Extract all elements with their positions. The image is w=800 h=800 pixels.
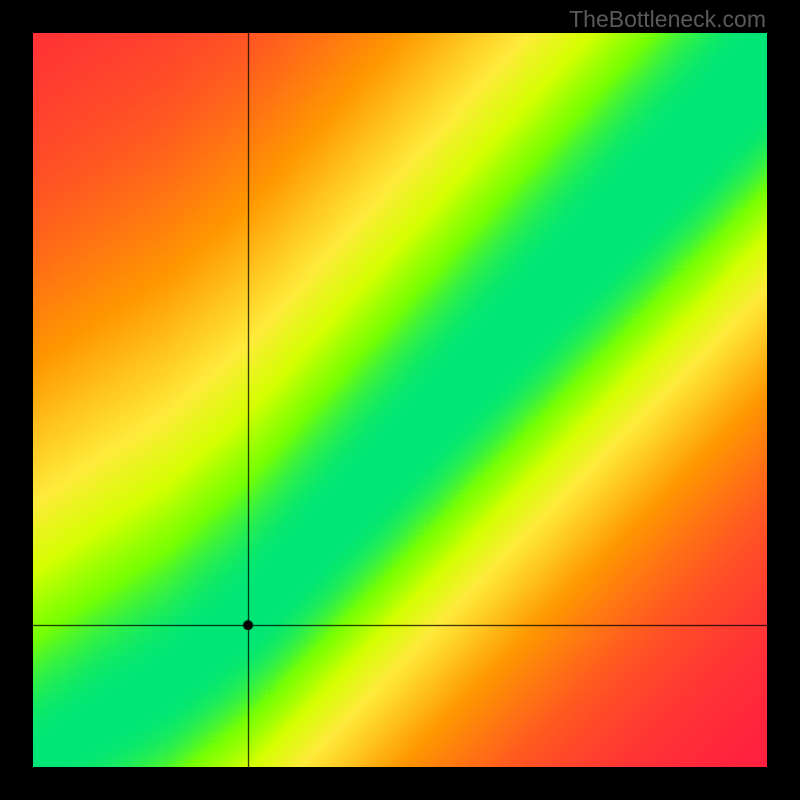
chart-container: TheBottleneck.com (0, 0, 800, 800)
bottleneck-heatmap (33, 33, 767, 767)
watermark-text: TheBottleneck.com (569, 6, 766, 33)
